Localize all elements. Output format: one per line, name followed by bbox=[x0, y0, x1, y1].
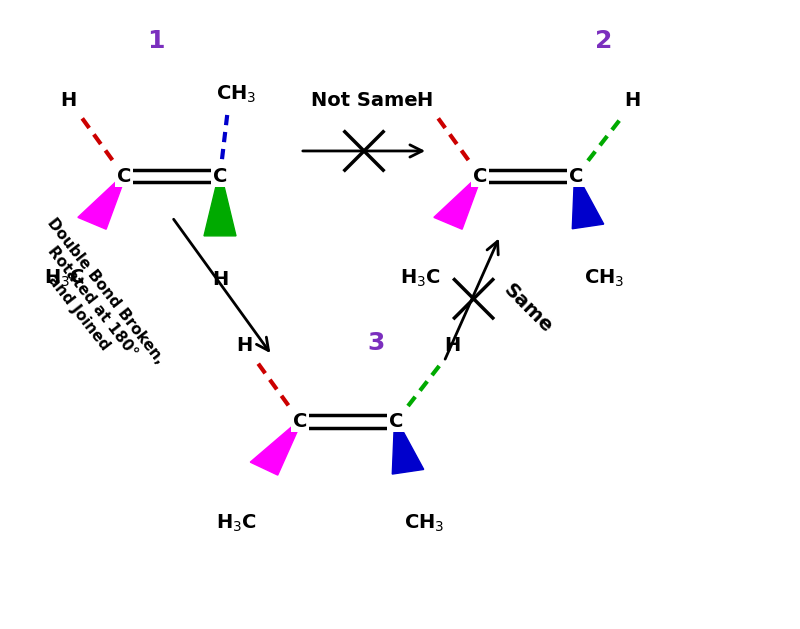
Polygon shape bbox=[204, 176, 236, 236]
Text: CH$_3$: CH$_3$ bbox=[216, 84, 256, 105]
Text: 1: 1 bbox=[147, 29, 165, 53]
Text: H$_3$C: H$_3$C bbox=[400, 267, 441, 289]
Text: H$_3$C: H$_3$C bbox=[216, 513, 257, 534]
Polygon shape bbox=[78, 175, 126, 229]
Text: C: C bbox=[293, 412, 307, 431]
Polygon shape bbox=[572, 176, 604, 229]
Text: Same: Same bbox=[500, 280, 556, 337]
Text: CH$_3$: CH$_3$ bbox=[404, 513, 444, 534]
Text: C: C bbox=[117, 167, 131, 186]
Text: H: H bbox=[60, 91, 76, 110]
Text: C: C bbox=[389, 412, 403, 431]
Polygon shape bbox=[392, 421, 424, 474]
Text: H: H bbox=[212, 270, 228, 289]
Text: H: H bbox=[444, 337, 460, 355]
Text: 2: 2 bbox=[595, 29, 613, 53]
Text: Double Bond Broken,
Rotated at 180°
and Joined: Double Bond Broken, Rotated at 180° and … bbox=[17, 216, 167, 388]
Text: H: H bbox=[236, 337, 252, 355]
Text: 3: 3 bbox=[367, 331, 385, 355]
Text: H$_3$C: H$_3$C bbox=[44, 267, 85, 289]
Text: C: C bbox=[213, 167, 227, 186]
Text: Not Same: Not Same bbox=[310, 91, 418, 110]
Polygon shape bbox=[250, 421, 302, 475]
Text: H: H bbox=[624, 91, 640, 110]
Text: C: C bbox=[569, 167, 583, 186]
Text: C: C bbox=[473, 167, 487, 186]
Text: CH$_3$: CH$_3$ bbox=[584, 267, 624, 289]
Text: H: H bbox=[416, 91, 432, 110]
Polygon shape bbox=[434, 175, 482, 229]
